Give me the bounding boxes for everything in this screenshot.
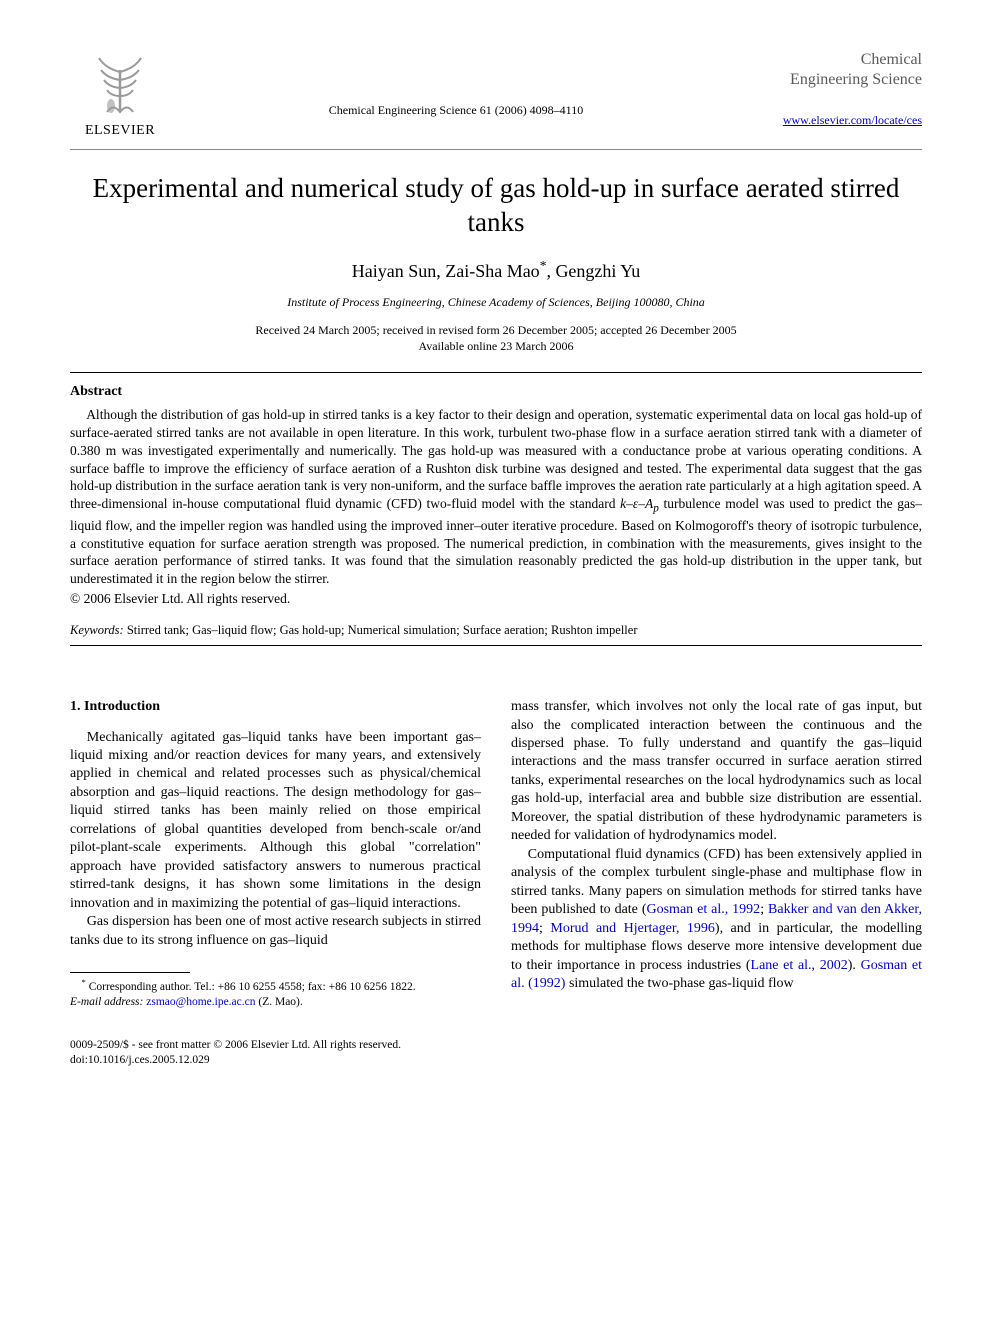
- elsevier-tree-logo-icon: [85, 50, 155, 120]
- intro-paragraph-2-cont: mass transfer, which involves not only t…: [511, 698, 922, 846]
- footnote-email-label: E-mail address:: [70, 996, 143, 1008]
- article-dates: Received 24 March 2005; received in revi…: [70, 322, 922, 354]
- author-list: Haiyan Sun, Zai-Sha Mao*, Gengzhi Yu: [70, 257, 922, 283]
- publisher-block: ELSEVIER: [70, 50, 170, 141]
- footer-front-matter: 0009-2509/$ - see front matter © 2006 El…: [70, 1039, 401, 1051]
- header-rule: [70, 149, 922, 150]
- journal-url-link[interactable]: www.elsevier.com/locate/ces: [783, 113, 922, 127]
- footer-doi: doi:10.1016/j.ces.2005.12.029: [70, 1054, 210, 1066]
- keywords-label: Keywords:: [70, 623, 124, 637]
- publisher-name: ELSEVIER: [85, 122, 155, 141]
- journal-reference: Chemical Engineering Science 61 (2006) 4…: [170, 50, 742, 118]
- abstract-bottom-rule: [70, 645, 922, 646]
- intro-paragraph-1: Mechanically agitated gas–liquid tanks h…: [70, 729, 481, 914]
- journal-name: Chemical Engineering Science: [742, 50, 922, 90]
- column-left: 1. Introduction Mechanically agitated ga…: [70, 698, 481, 1068]
- footer-block: 0009-2509/$ - see front matter © 2006 El…: [70, 1038, 481, 1068]
- dates-online: Available online 23 March 2006: [418, 339, 573, 353]
- article-title: Experimental and numerical study of gas …: [70, 172, 922, 240]
- keywords-line: Keywords: Stirred tank; Gas–liquid flow;…: [70, 622, 922, 639]
- dates-received: Received 24 March 2005; received in revi…: [255, 323, 736, 337]
- body-columns: 1. Introduction Mechanically agitated ga…: [70, 698, 922, 1068]
- copyright-line: © 2006 Elsevier Ltd. All rights reserved…: [70, 590, 922, 608]
- abstract-top-rule: [70, 372, 922, 373]
- introduction-heading: 1. Introduction: [70, 698, 481, 716]
- abstract-text: Although the distribution of gas hold-up…: [70, 406, 922, 588]
- intro-paragraph-3: Computational fluid dynamics (CFD) has b…: [511, 846, 922, 994]
- journal-name-line2: Engineering Science: [790, 71, 922, 88]
- abstract-body: Although the distribution of gas hold-up…: [70, 406, 922, 588]
- footnote-marker: *: [82, 977, 86, 987]
- intro-paragraph-2: Gas dispersion has been one of most acti…: [70, 913, 481, 950]
- footnote-email-suffix: (Z. Mao).: [258, 996, 302, 1008]
- column-right: mass transfer, which involves not only t…: [511, 698, 922, 1068]
- corresponding-author-footnote: * Corresponding author. Tel.: +86 10 625…: [70, 977, 481, 1010]
- page-header: ELSEVIER Chemical Engineering Science 61…: [70, 50, 922, 141]
- journal-block: Chemical Engineering Science www.elsevie…: [742, 50, 922, 131]
- affiliation: Institute of Process Engineering, Chines…: [70, 294, 922, 310]
- footnote-rule: [70, 972, 190, 973]
- journal-name-line1: Chemical: [861, 51, 922, 68]
- footnote-corr-line: Corresponding author. Tel.: +86 10 6255 …: [89, 981, 416, 993]
- keywords-text: Stirred tank; Gas–liquid flow; Gas hold-…: [127, 623, 638, 637]
- abstract-heading: Abstract: [70, 383, 922, 402]
- footnote-email-link[interactable]: zsmao@home.ipe.ac.cn: [146, 996, 255, 1008]
